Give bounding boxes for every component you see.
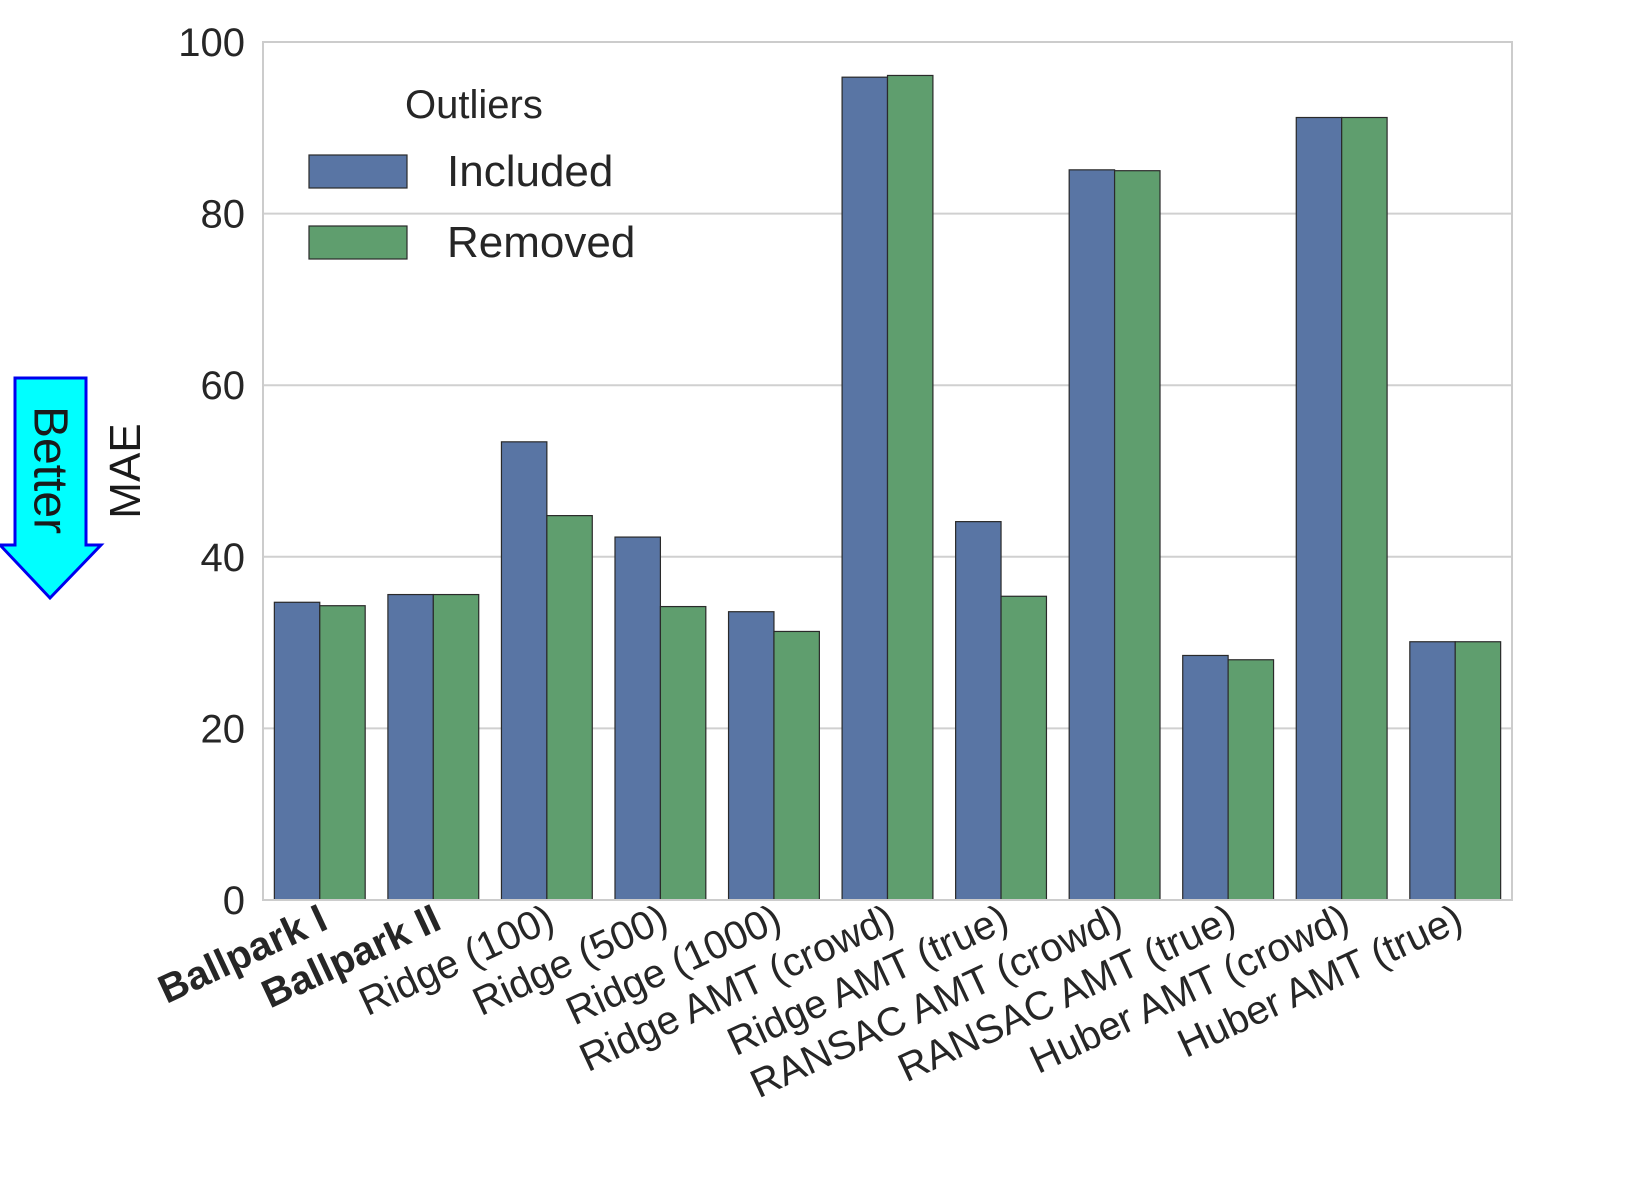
bar-included-2 xyxy=(500,441,548,901)
bar-removed-7 xyxy=(1113,170,1161,901)
bar-included-6 xyxy=(955,521,1002,901)
bar-included-9 xyxy=(1295,116,1343,901)
bar-removed-2 xyxy=(546,515,593,901)
down-arrow-icon xyxy=(0,376,105,601)
bar-removed-9 xyxy=(1341,116,1388,901)
legend: Outliers Included Removed xyxy=(308,83,635,267)
bar-removed-8 xyxy=(1227,659,1275,901)
better-arrow-icon: Better xyxy=(0,376,105,601)
bar-included-8 xyxy=(1182,654,1229,901)
bars xyxy=(273,74,1502,901)
bar-removed-1 xyxy=(432,593,480,901)
legend-title: Outliers xyxy=(405,83,543,127)
bar-removed-3 xyxy=(659,605,707,901)
y-tick-labels: 0 20 40 60 80 100 xyxy=(178,21,245,923)
bar-removed-4 xyxy=(773,630,820,901)
legend-label: Included xyxy=(447,147,613,196)
y-tick-label: 40 xyxy=(201,536,246,580)
y-tick-label: 20 xyxy=(201,707,246,751)
legend-swatch xyxy=(308,154,408,189)
y-axis-label: MAE xyxy=(101,423,150,518)
bar-included-3 xyxy=(614,536,662,901)
legend-label: Removed xyxy=(447,218,635,267)
bar-removed-10 xyxy=(1454,641,1502,901)
bar-removed-5 xyxy=(886,74,934,901)
bar-included-5 xyxy=(841,76,889,901)
y-tick-label: 60 xyxy=(201,364,246,408)
bar-included-7 xyxy=(1068,169,1116,901)
bar-removed-0 xyxy=(319,605,366,901)
bar-included-10 xyxy=(1409,641,1456,901)
legend-items: Included Removed xyxy=(308,147,635,267)
better-annotation: Better xyxy=(24,406,77,534)
bar-included-0 xyxy=(273,601,321,901)
plot-frame xyxy=(262,41,1513,901)
bar-removed-6 xyxy=(1000,595,1048,901)
y-tick-label: 80 xyxy=(201,193,246,237)
bar-included-4 xyxy=(727,611,775,901)
legend-swatch xyxy=(308,225,408,260)
bar-included-1 xyxy=(387,593,434,901)
y-tick-label: 100 xyxy=(178,21,245,65)
y-tick-label: 0 xyxy=(223,879,245,923)
